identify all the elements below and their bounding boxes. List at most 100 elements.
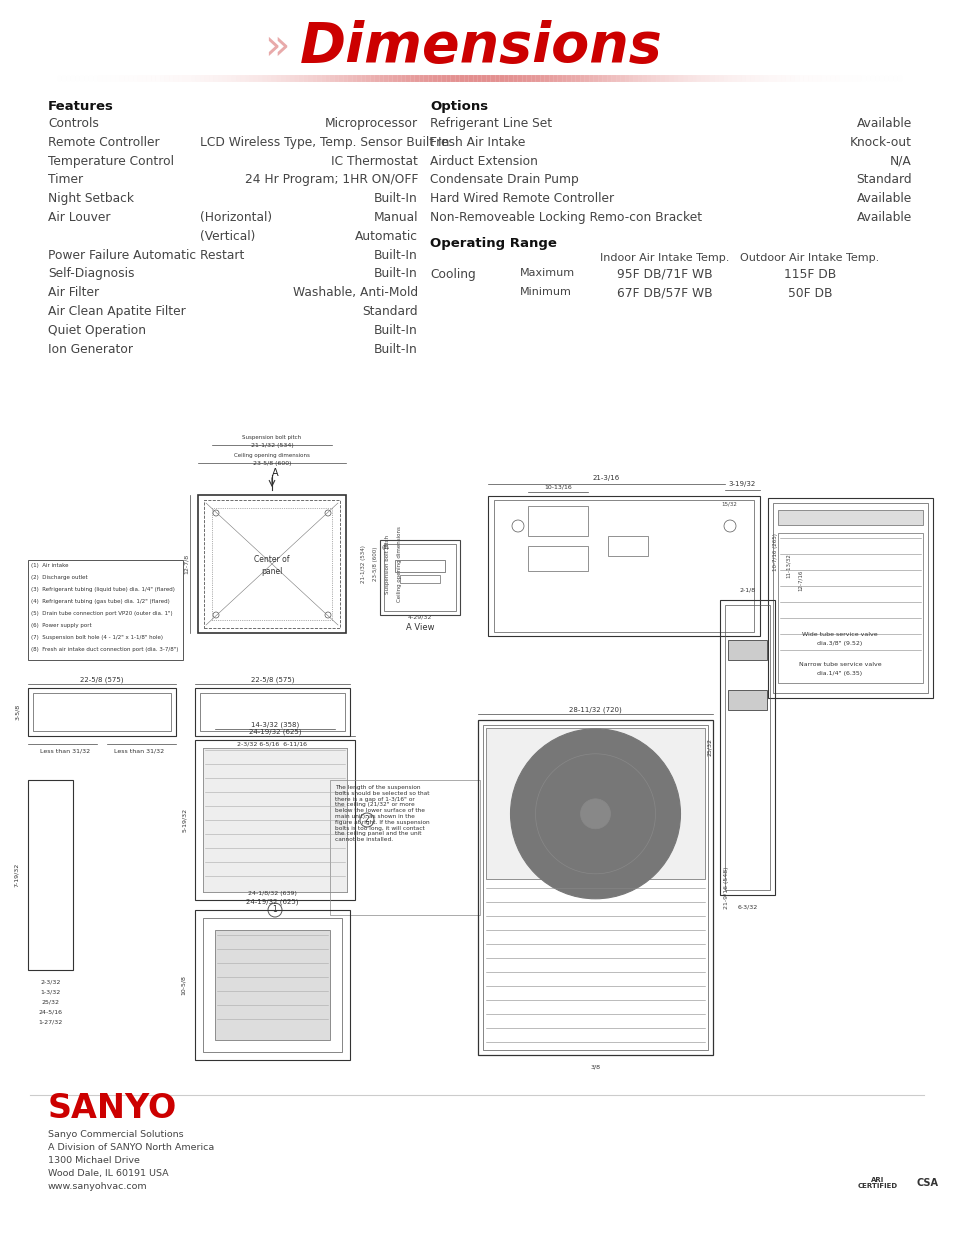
Text: Fresh Air Intake: Fresh Air Intake	[430, 136, 525, 148]
Text: (8): (8)	[381, 546, 389, 551]
Bar	[477, 720, 712, 1055]
Text: panel: panel	[261, 567, 282, 576]
Text: Built-In: Built-In	[374, 268, 417, 280]
Text: Ceiling opening dimensions: Ceiling opening dimensions	[233, 452, 310, 457]
Text: 12-7/16: 12-7/16	[797, 569, 801, 590]
Bar	[772, 503, 927, 693]
Circle shape	[510, 729, 679, 899]
Text: 22-5/8 (575): 22-5/8 (575)	[80, 677, 124, 683]
Text: 24-19/32 (625): 24-19/32 (625)	[246, 899, 298, 905]
Text: Wood Dale, IL 60191 USA: Wood Dale, IL 60191 USA	[48, 1170, 169, 1178]
Text: 10-5/8: 10-5/8	[180, 976, 185, 995]
Text: 25/32: 25/32	[707, 739, 712, 757]
Text: CSA: CSA	[916, 1178, 938, 1188]
Text: 23-5/8 (600): 23-5/8 (600)	[374, 547, 378, 582]
Text: Less than 31/32: Less than 31/32	[40, 748, 90, 753]
Bar	[778, 510, 923, 525]
Text: 21-9/16 (548): 21-9/16 (548)	[723, 866, 729, 909]
Text: Maximum: Maximum	[519, 268, 575, 278]
Text: Self-Diagnosis: Self-Diagnosis	[48, 268, 134, 280]
Text: 4-29/32: 4-29/32	[407, 615, 432, 620]
Bar	[384, 543, 456, 611]
Bar	[482, 725, 707, 1050]
Text: Power Failure Automatic Restart: Power Failure Automatic Restart	[48, 248, 244, 262]
Text: Built-In: Built-In	[374, 248, 417, 262]
Text: 1: 1	[273, 905, 277, 914]
Text: Quiet Operation: Quiet Operation	[48, 324, 146, 337]
Text: 1300 Michael Drive: 1300 Michael Drive	[48, 1156, 140, 1165]
Bar	[194, 688, 350, 736]
Bar	[200, 693, 345, 731]
Text: Air Clean Apatite Filter: Air Clean Apatite Filter	[48, 305, 186, 317]
Text: Microprocessor: Microprocessor	[325, 117, 417, 130]
Bar	[194, 740, 355, 900]
Text: 2-1/8: 2-1/8	[739, 588, 755, 593]
Text: (7)  Suspension bolt hole (4 - 1/2" x 1-1/8" hole): (7) Suspension bolt hole (4 - 1/2" x 1-1…	[30, 635, 163, 640]
Text: Built-In: Built-In	[374, 324, 417, 337]
Text: 95F DB/71F WB: 95F DB/71F WB	[617, 268, 712, 280]
Circle shape	[579, 799, 610, 829]
Circle shape	[905, 1161, 949, 1205]
Text: 15/32: 15/32	[721, 501, 737, 506]
Text: Indoor Air Intake Temp.: Indoor Air Intake Temp.	[599, 253, 729, 263]
Text: Knock-out: Knock-out	[849, 136, 911, 148]
Text: (5)  Drain tube connection port VP20 (outer dia. 1"): (5) Drain tube connection port VP20 (out…	[30, 610, 172, 615]
Text: Hard Wired Remote Controller: Hard Wired Remote Controller	[430, 193, 614, 205]
Text: 1-3/32: 1-3/32	[40, 989, 61, 994]
Bar	[778, 534, 923, 683]
Text: 6-3/32: 6-3/32	[737, 904, 757, 909]
Text: Air Louver: Air Louver	[48, 211, 111, 224]
Text: Non-Removeable Locking Remo-con Bracket: Non-Removeable Locking Remo-con Bracket	[430, 211, 701, 224]
Text: Available: Available	[856, 211, 911, 224]
Text: 10-13/16: 10-13/16	[543, 484, 571, 489]
Text: 23-5/8 (600): 23-5/8 (600)	[253, 461, 291, 466]
Text: Remote Controller: Remote Controller	[48, 136, 159, 148]
Text: 22-5/8 (575): 22-5/8 (575)	[251, 677, 294, 683]
Text: 24 Hr Program; 1HR ON/OFF: 24 Hr Program; 1HR ON/OFF	[244, 173, 417, 186]
Text: 2-3/32: 2-3/32	[40, 979, 61, 984]
Bar	[494, 500, 753, 632]
Text: Minimum: Minimum	[519, 287, 571, 296]
Text: 10-7/16 (265): 10-7/16 (265)	[773, 534, 778, 571]
Bar	[727, 690, 766, 710]
Bar	[203, 748, 347, 892]
Text: Cooling: Cooling	[430, 268, 476, 280]
Text: 21-1/32 (534): 21-1/32 (534)	[361, 545, 366, 583]
Text: (6)  Power supply port: (6) Power supply port	[30, 622, 91, 627]
Text: 14-3/32 (358): 14-3/32 (358)	[251, 721, 299, 729]
Text: (4)  Refrigerant tubing (gas tube) dia. 1/2" (flared): (4) Refrigerant tubing (gas tube) dia. 1…	[30, 599, 170, 604]
Bar	[767, 498, 932, 698]
Text: Available: Available	[856, 193, 911, 205]
Bar	[724, 605, 769, 890]
Text: ARI
CERTIFIED: ARI CERTIFIED	[857, 1177, 897, 1189]
Bar	[527, 506, 587, 536]
Text: 21-1/32 (534): 21-1/32 (534)	[251, 442, 294, 447]
Text: N/A: N/A	[889, 154, 911, 168]
Text: Built-In: Built-In	[374, 342, 417, 356]
Text: »: »	[264, 26, 290, 68]
Text: Standard: Standard	[856, 173, 911, 186]
Text: 2-3/32 6-5/16  6-11/16: 2-3/32 6-5/16 6-11/16	[237, 741, 307, 746]
Text: Features: Features	[48, 100, 113, 112]
Text: Less than 31/32: Less than 31/32	[113, 748, 164, 753]
Text: Suspension bolt pitch: Suspension bolt pitch	[385, 535, 390, 594]
Text: Suspension bolt pitch: Suspension bolt pitch	[242, 435, 301, 440]
Text: Ion Generator: Ion Generator	[48, 342, 132, 356]
Bar	[204, 500, 339, 629]
Text: 21-3/16: 21-3/16	[592, 475, 619, 480]
Text: 12-7/8: 12-7/8	[183, 555, 189, 574]
Bar	[720, 600, 774, 895]
Text: Wide tube service valve: Wide tube service valve	[801, 632, 877, 637]
Text: 24-1/8/32 (639): 24-1/8/32 (639)	[248, 892, 296, 897]
Text: (3)  Refrigerant tubing (liquid tube) dia. 1/4" (flared): (3) Refrigerant tubing (liquid tube) dia…	[30, 587, 174, 592]
Text: Narrow tube service valve: Narrow tube service valve	[798, 662, 881, 667]
Text: (Vertical): (Vertical)	[200, 230, 255, 243]
Text: Available: Available	[856, 117, 911, 130]
Text: (8)  Fresh air intake duct connection port (dia. 3-7/8"): (8) Fresh air intake duct connection por…	[30, 646, 178, 652]
Circle shape	[268, 903, 282, 918]
Bar	[28, 688, 175, 736]
Text: LCD Wireless Type, Temp. Sensor Built In: LCD Wireless Type, Temp. Sensor Built In	[200, 136, 449, 148]
Bar	[33, 693, 171, 731]
Bar	[212, 508, 332, 620]
Text: A Division of SANYO North America: A Division of SANYO North America	[48, 1144, 214, 1152]
